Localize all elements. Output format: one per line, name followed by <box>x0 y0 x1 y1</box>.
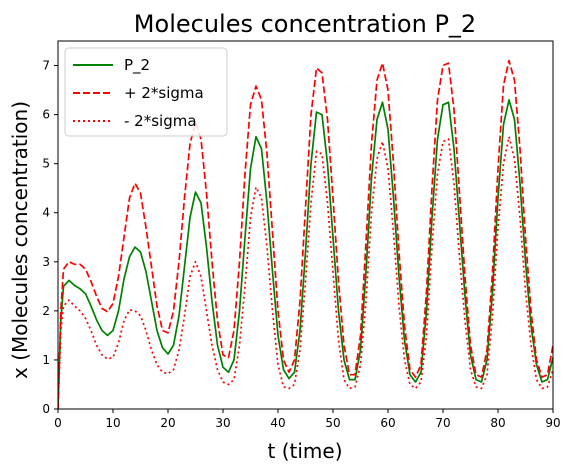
y-tick-label-0: 0 <box>42 402 50 416</box>
x-tick-label-70: 70 <box>435 416 450 430</box>
legend: P_2 + 2*sigma - 2*sigma <box>64 47 228 137</box>
series-plus-2sigma-line <box>58 59 553 409</box>
x-tick-label-60: 60 <box>380 416 395 430</box>
legend-label-plus-2sigma: + 2*sigma <box>124 84 204 102</box>
y-tick-label-5: 5 <box>42 157 50 171</box>
plot-frame <box>57 40 554 410</box>
x-tick-label-50: 50 <box>325 416 340 430</box>
y-tick-label-2: 2 <box>42 304 50 318</box>
y-tick-label-7: 7 <box>42 59 50 73</box>
x-tick-label-80: 80 <box>490 416 505 430</box>
x-tick-label-90: 90 <box>545 416 560 430</box>
x-axis-label: t (time) <box>268 439 343 463</box>
legend-label-p2: P_2 <box>124 56 150 75</box>
y-tick-label-6: 6 <box>42 108 50 122</box>
y-tick-label-4: 4 <box>42 206 50 220</box>
y-tick-label-1: 1 <box>42 353 50 367</box>
series-layer <box>58 59 553 409</box>
x-tick-label-20: 20 <box>160 416 175 430</box>
series-p2-line <box>58 99 553 409</box>
legend-box <box>64 47 228 137</box>
ticks-layer: 0 10 20 30 40 50 60 70 80 90 0 1 2 3 4 5 6 7 <box>42 59 560 430</box>
chart-title: Molecules concentration P_2 <box>134 10 476 38</box>
x-tick-label-30: 30 <box>215 416 230 430</box>
x-tick-label-10: 10 <box>105 416 120 430</box>
series-minus-2sigma-line <box>58 135 553 409</box>
legend-label-minus-2sigma: - 2*sigma <box>124 112 197 130</box>
x-tick-label-40: 40 <box>270 416 285 430</box>
y-tick-label-3: 3 <box>42 255 50 269</box>
x-tick-label-0: 0 <box>54 416 62 430</box>
y-axis-label: x (Molecules concentration) <box>8 101 32 379</box>
